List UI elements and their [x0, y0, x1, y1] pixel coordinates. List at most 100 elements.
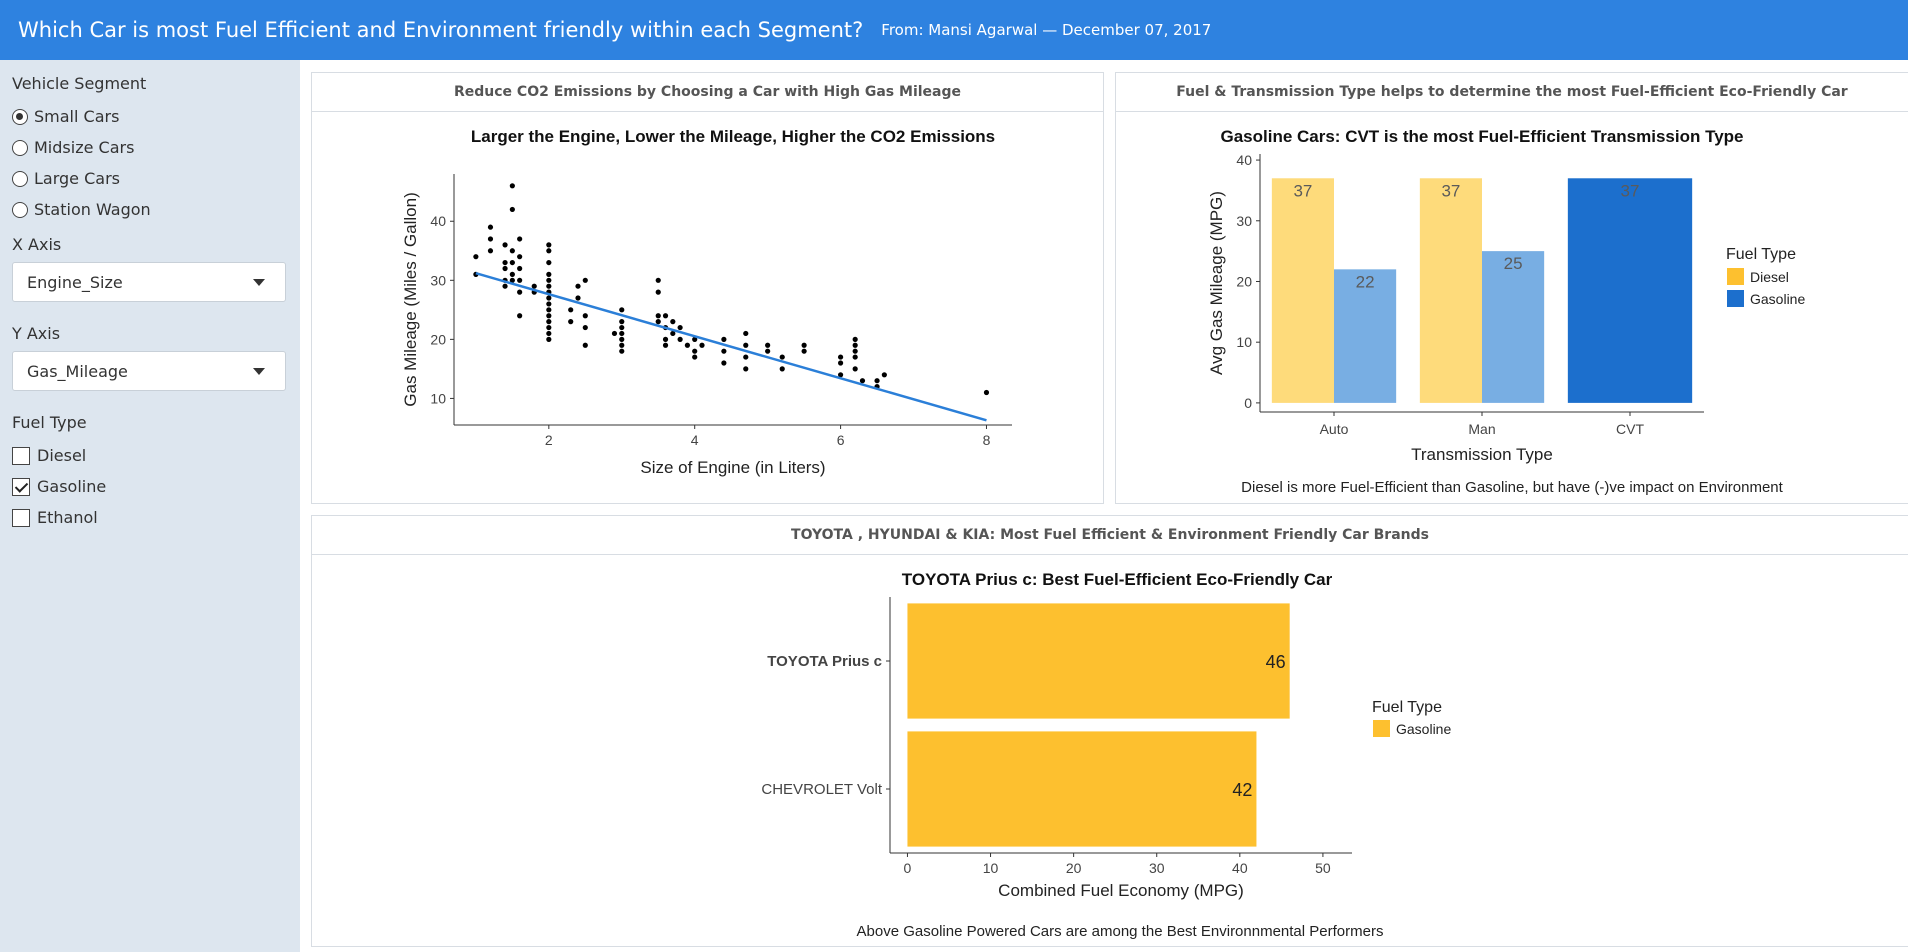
scatter-point: [684, 342, 691, 348]
scatter-point: [509, 271, 515, 277]
scatter-point: [509, 206, 515, 213]
bar-value-label: 42: [1232, 780, 1252, 800]
scatter-point: [692, 354, 698, 360]
scatter-point: [568, 319, 574, 325]
scatter-point: [721, 360, 727, 366]
scatter-point: [677, 324, 683, 331]
scatter-point: [743, 354, 749, 360]
segment-radio-small-cars[interactable]: Small Cars: [12, 101, 288, 132]
scatter-point: [779, 354, 785, 360]
scatter-point: [473, 254, 479, 260]
scatter-point: [662, 313, 669, 319]
scatter-point: [517, 254, 523, 260]
scatter-point: [619, 330, 625, 337]
x-tick-label: 40: [1232, 860, 1248, 876]
scatter-point: [487, 224, 494, 230]
legend-swatch-gasoline: [1373, 720, 1390, 737]
y-tick-label: 40: [1236, 152, 1252, 168]
transmission-panel-header: Fuel & Transmission Type helps to determ…: [1116, 73, 1908, 112]
scatter-point: [509, 248, 515, 254]
y-tick-label: 30: [1236, 213, 1252, 229]
checkbox-indicator[interactable]: [12, 508, 30, 527]
scatter-point: [502, 242, 508, 248]
fuel-checkbox-group: Diesel Gasoline Ethanol: [12, 440, 288, 533]
y-tick-label: 40: [430, 213, 446, 229]
legend-label-gasoline: Gasoline: [1396, 721, 1451, 737]
scatter-point: [502, 265, 508, 272]
y-tick-label: 0: [1244, 395, 1252, 411]
x-tick-label: 30: [1149, 860, 1165, 876]
caret-down-icon: [253, 278, 265, 286]
x-tick-label: Man: [1468, 421, 1495, 437]
transmission-panel: Fuel & Transmission Type helps to determ…: [1115, 72, 1908, 504]
scatter-point: [852, 342, 858, 348]
y-axis-select[interactable]: Gas_Mileage: [12, 351, 286, 391]
scatter-point: [546, 271, 552, 277]
y-axis-value: Gas_Mileage: [27, 361, 128, 381]
x-tick-label: CVT: [1616, 421, 1644, 437]
x-tick-label: 2: [545, 432, 553, 448]
scatter-point: [881, 372, 887, 378]
legend-title: Fuel Type: [1726, 246, 1796, 263]
legend-swatch-diesel: [1727, 268, 1744, 285]
scatter-point: [655, 313, 661, 319]
scatter-point: [619, 307, 625, 313]
sidebar: Vehicle Segment Small Cars Midsize Cars …: [0, 60, 300, 952]
x-tick-label: 50: [1315, 860, 1331, 876]
scatter-point: [655, 289, 661, 295]
x-tick-label: 20: [1066, 860, 1082, 876]
best-cars-panel: TOYOTA , HYUNDAI & KIA: Most Fuel Effici…: [311, 515, 1908, 947]
scatter-point: [582, 342, 588, 348]
scatter-point: [487, 248, 494, 254]
radio-indicator[interactable]: [12, 170, 28, 187]
scatter-point: [874, 378, 880, 384]
scatter-point: [852, 336, 858, 342]
scatter-panel-header: Reduce CO2 Emissions by Choosing a Car w…: [312, 73, 1103, 112]
scatter-point: [801, 342, 807, 348]
radio-indicator[interactable]: [12, 108, 28, 125]
scatter-point: [546, 242, 552, 248]
bar-gasoline: [907, 731, 1257, 847]
radio-label: Small Cars: [34, 107, 120, 126]
scatter-point: [852, 354, 858, 360]
x-tick-label: 8: [983, 432, 991, 448]
scatter-point: [619, 324, 625, 331]
scatter-point: [509, 183, 515, 189]
scatter-point: [765, 348, 771, 354]
segment-radio-station-wagon[interactable]: Station Wagon: [12, 194, 288, 225]
y-tick-label: TOYOTA Prius c: [767, 653, 882, 670]
bar-value-label: 37: [1293, 181, 1312, 200]
scatter-point: [619, 342, 625, 348]
radio-indicator[interactable]: [12, 139, 28, 156]
fuel-checkbox-ethanol[interactable]: Ethanol: [12, 502, 288, 533]
checkbox-indicator[interactable]: [12, 477, 30, 496]
legend-label-diesel: Diesel: [1750, 269, 1789, 285]
scatter-point: [517, 236, 523, 242]
scatter-point: [517, 265, 523, 272]
bar-value-label: 22: [1356, 272, 1375, 291]
x-tick-label: 0: [904, 860, 912, 876]
scatter-point: [721, 348, 727, 354]
segment-radio-group: Small Cars Midsize Cars Large Cars Stati…: [12, 101, 288, 225]
scatter-point: [546, 336, 552, 342]
transmission-chart: Gasoline Cars: CVT is the most Fuel-Effi…: [1207, 127, 1805, 496]
fuel-checkbox-gasoline[interactable]: Gasoline: [12, 471, 288, 502]
segment-radio-large-cars[interactable]: Large Cars: [12, 163, 288, 194]
checkbox-indicator[interactable]: [12, 446, 30, 465]
scatter-point: [509, 259, 515, 266]
y-axis-label: Y Axis: [12, 324, 61, 343]
scatter-point: [692, 348, 698, 354]
checkbox-label: Diesel: [37, 446, 87, 465]
scatter-point: [575, 283, 581, 289]
scatter-point: [670, 330, 676, 337]
x-axis-select[interactable]: Engine_Size: [12, 262, 286, 302]
scatter-point: [837, 354, 844, 360]
scatter-point: [743, 366, 749, 372]
radio-indicator[interactable]: [12, 201, 28, 218]
fuel-type-label: Fuel Type: [12, 413, 87, 432]
scatter-point: [546, 301, 552, 307]
segment-radio-midsize-cars[interactable]: Midsize Cars: [12, 132, 288, 163]
scatter-point: [502, 283, 508, 289]
fuel-checkbox-diesel[interactable]: Diesel: [12, 440, 288, 471]
scatter-point: [568, 307, 574, 313]
